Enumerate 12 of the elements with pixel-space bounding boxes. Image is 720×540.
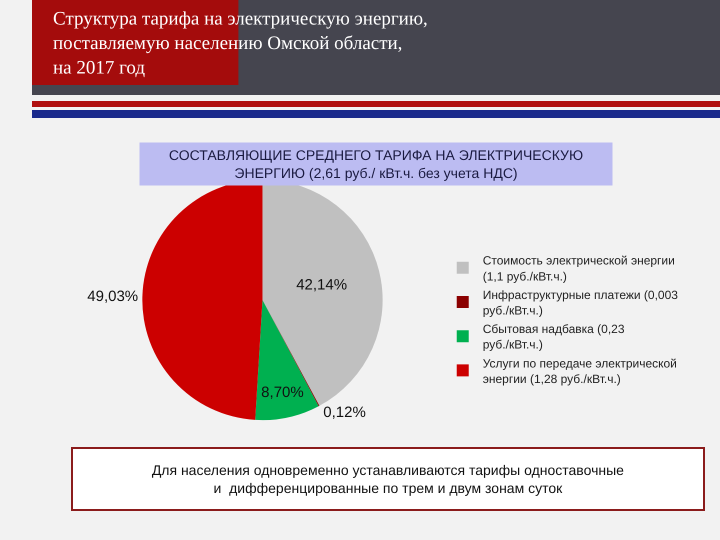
- data-label: 42,14%: [296, 276, 348, 294]
- legend-label: Сбытовая надбавка (0,23 руб./кВт.ч.): [482, 322, 625, 352]
- legend-label: Услуги по передаче электрической энергии (1,28 руб./кВт.ч.): [482, 356, 677, 386]
- data-label: 0,12%: [323, 404, 366, 422]
- pie-slice: [255, 300, 319, 420]
- legend-label: Инфраструктурные платежи (0,003 руб./кВт.ч.): [482, 288, 678, 318]
- legend-label: Стоимость электрической энергии (1,1 руб./кВт.ч.): [482, 254, 675, 284]
- chart-subtitle: СОСТАВЛЯЮЩИЕ СРЕДНЕГО ТАРИФА НА ЭЛЕКТРИЧЕСКУЮ ЭНЕРГИЮ (2,61 руб./ кВт.ч. без учета НДС): [168, 146, 584, 182]
- text: Для населения одновременно устанавливаются тарифы одноставочные и дифференцированные по трем и двум зонам суток: [152, 462, 624, 496]
- data-label: 49,03%: [87, 288, 138, 305]
- data-label: 8,70%: [261, 384, 304, 401]
- chart-title: Структура тарифа на электрическую энергию, поставляемую населению Омской области, на 2017 год: [53, 8, 428, 79]
